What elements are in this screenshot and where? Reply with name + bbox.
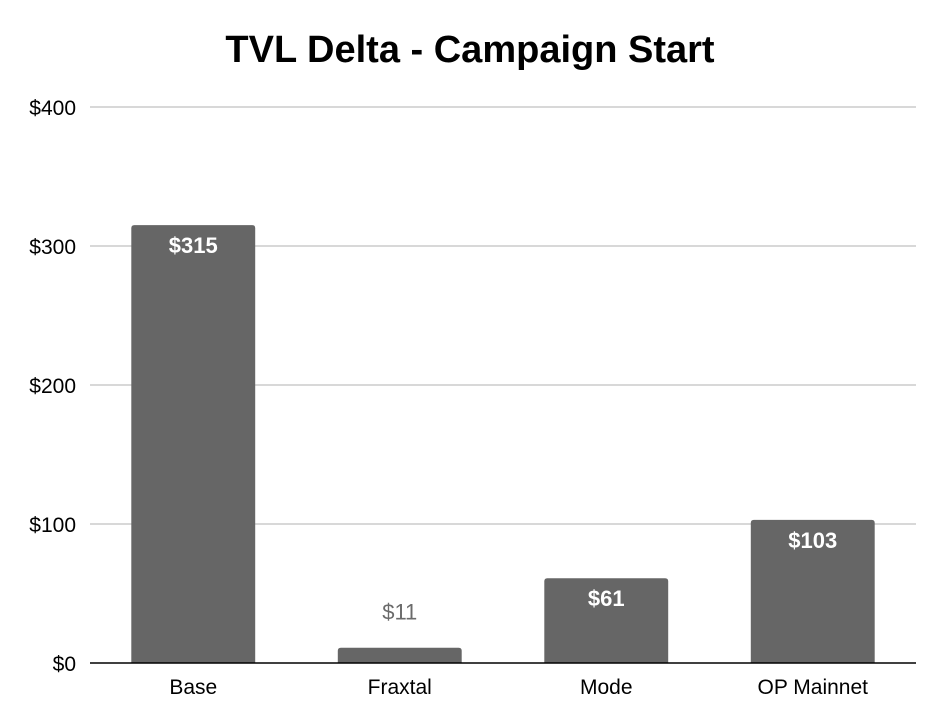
x-tick-label: OP Mainnet (757, 676, 868, 699)
y-tick-label: $300 (29, 236, 76, 259)
y-tick-label: $200 (29, 375, 76, 398)
y-tick-label: $400 (29, 97, 76, 120)
bars (131, 225, 875, 663)
x-tick-label: Base (169, 676, 217, 699)
data-labels: $315 $11 $61 $103 (169, 233, 837, 625)
bar (544, 578, 669, 663)
data-label: $61 (588, 586, 625, 611)
x-tick-label: Mode (580, 676, 633, 699)
chart-title: TVL Delta - Campaign Start (225, 29, 715, 71)
x-axis: Base Fraxtal Mode OP Mainnet (169, 676, 868, 699)
y-tick-label: $0 (53, 653, 76, 676)
bar (131, 225, 256, 663)
bar (750, 519, 875, 663)
y-axis: $0 $100 $200 $300 $400 (29, 97, 76, 676)
data-label: $315 (169, 233, 218, 258)
data-label: $103 (788, 528, 837, 553)
y-tick-label: $100 (29, 514, 76, 537)
data-label: $11 (382, 600, 417, 625)
x-tick-label: Fraxtal (368, 676, 432, 699)
bar (337, 647, 462, 663)
